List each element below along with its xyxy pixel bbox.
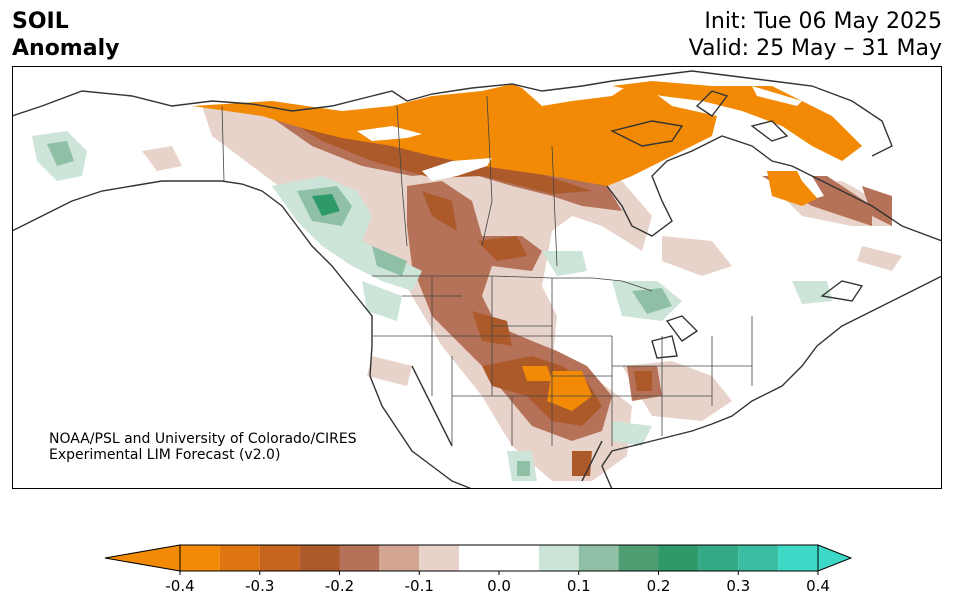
colorbar-tick-label: 0.0 (487, 577, 511, 595)
valid-date: Valid: 25 May – 31 May (688, 36, 942, 61)
political-borders (221, 95, 753, 446)
colorbar-tick-label: 0.1 (566, 577, 591, 595)
colorbar-tick-label: 0.2 (646, 577, 671, 595)
forecast-credit: NOAA/PSL and University of Colorado/CIRE… (49, 431, 357, 463)
init-date: Init: Tue 06 May 2025 (704, 9, 942, 34)
arctic-water (357, 86, 824, 198)
wet-anomaly-mid (47, 141, 672, 476)
map-frame (12, 66, 942, 489)
colorbar-bin (339, 545, 380, 571)
coastlines (12, 70, 942, 489)
colorbar-bin (259, 545, 300, 571)
credit-line-2: Experimental LIM Forecast (v2.0) (49, 447, 281, 463)
colorbar-tick-label: 0.3 (726, 577, 751, 595)
colorbar-bin (459, 545, 539, 571)
colorbar-bin (738, 545, 779, 571)
forecast-dates: Init: Tue 06 May 2025 Valid: 25 May – 31… (689, 8, 942, 62)
colorbar-tick-label: 0.4 (806, 577, 830, 595)
anomaly-map (12, 66, 942, 489)
colorbar-bin (618, 545, 659, 571)
wet-anomaly-strong (312, 194, 340, 216)
colorbar-tick-label: -0.1 (404, 577, 434, 595)
colorbar-tick-label: -0.3 (245, 577, 275, 595)
colorbar-bin (379, 545, 420, 571)
colorbar-extend-low (104, 544, 181, 572)
colorbar-bin (578, 545, 619, 571)
colorbar-bin (538, 545, 579, 571)
colorbar-bin (778, 545, 818, 571)
credit-line-1: NOAA/PSL and University of Colorado/CIRE… (49, 431, 357, 447)
colorbar-tick-label: -0.2 (324, 577, 355, 595)
map-title: SOIL Anomaly (12, 8, 119, 62)
title-field: Anomaly (12, 36, 120, 61)
colorbar-extend-high (817, 544, 853, 572)
colorbar-bin (658, 545, 699, 571)
colorbar-bin (180, 545, 220, 571)
title-variable: SOIL (12, 9, 69, 34)
colorbar-bin (698, 545, 739, 571)
colorbar-tick-label: -0.4 (165, 577, 195, 595)
colorbar (104, 544, 853, 575)
colorbar-bin (219, 545, 260, 571)
colorbar-bin (419, 545, 460, 571)
colorbar-bin (299, 545, 340, 571)
